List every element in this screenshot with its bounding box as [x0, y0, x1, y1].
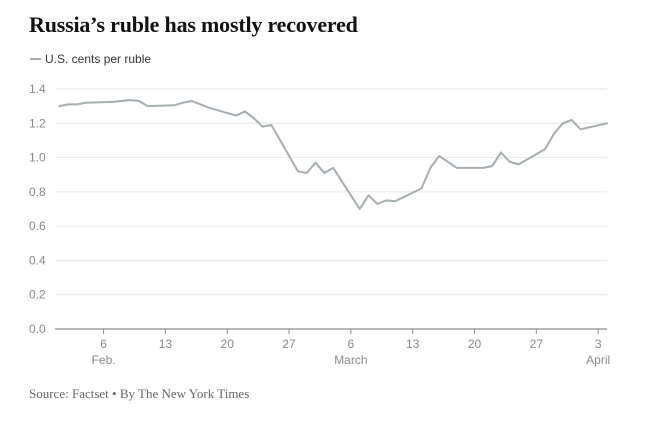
y-tick-label: 1.4: [29, 82, 46, 96]
x-tick-label: 13: [159, 337, 173, 351]
x-tick-sublabel: March: [334, 353, 367, 367]
x-tick-label: 20: [468, 337, 482, 351]
y-tick-label: 0.6: [29, 219, 46, 233]
y-tick-label: 0.2: [29, 288, 46, 302]
x-tick-label: 27: [530, 337, 544, 351]
x-tick-label: 20: [221, 337, 235, 351]
x-tick-label: 6: [100, 337, 107, 351]
x-tick-label: 6: [348, 337, 355, 351]
legend: U.S. cents per ruble: [30, 52, 151, 66]
y-tick-label: 0.4: [29, 253, 46, 267]
series-line: [58, 99, 608, 210]
line-chart: 0.0 0.2 0.4 0.6 0.8 1.0 1.2 1.4 6 Feb. 13 20 27 6 Marc…: [29, 82, 610, 367]
y-tick-label: 1.0: [29, 151, 46, 165]
source-note: Source: Factset • By The New York Times: [29, 386, 250, 401]
y-tick-label: 0.8: [29, 185, 46, 199]
x-tick-sublabel: Feb.: [92, 353, 116, 367]
x-tick-label: 3: [595, 337, 602, 351]
x-tick-label: 13: [406, 337, 420, 351]
y-tick-label: 0.0: [29, 322, 46, 336]
x-tick-sublabel: April: [586, 353, 610, 367]
y-tick-label: 1.2: [29, 116, 46, 130]
x-tick-label: 27: [282, 337, 296, 351]
legend-label: U.S. cents per ruble: [45, 52, 152, 66]
chart-title: Russia’s ruble has mostly recovered: [29, 12, 358, 37]
legend-line-swatch: [30, 58, 41, 60]
